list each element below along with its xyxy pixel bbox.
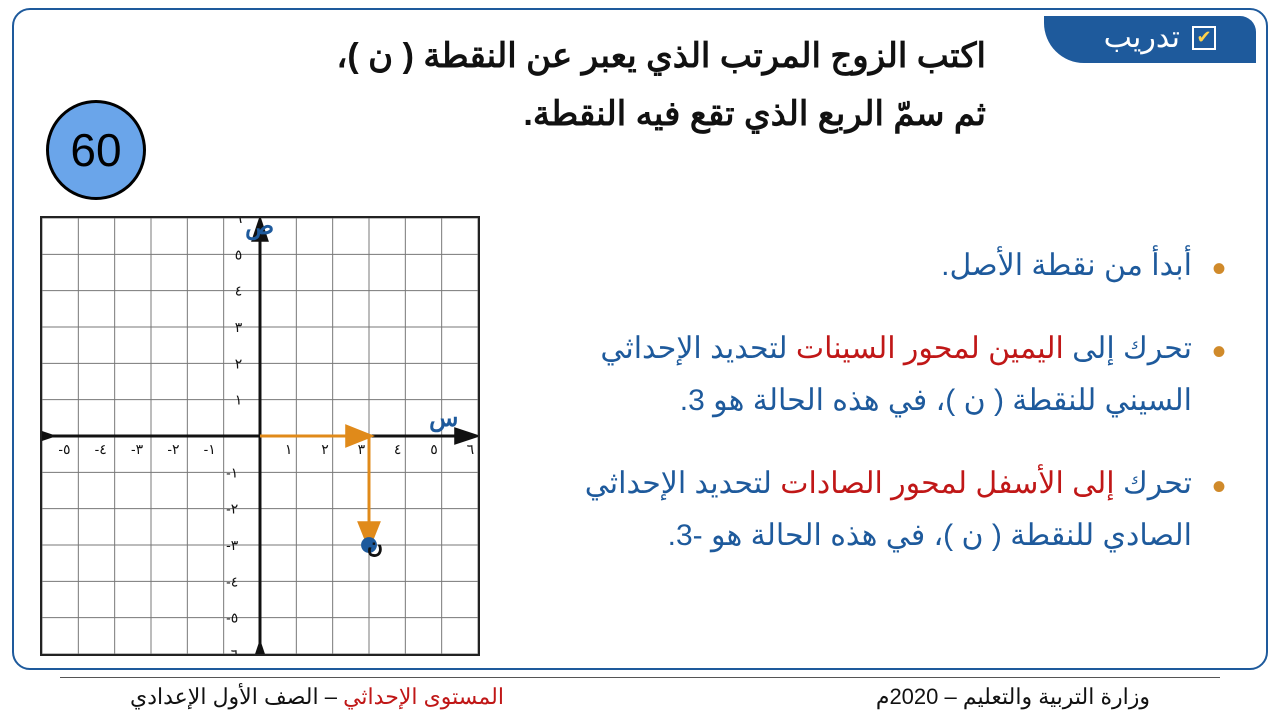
graph-svg: صس١١-١١-٢٢-٢٢-٣٣-٣٣-٤٤-٤٤-٥٥-٥٥-٦٦-٦٦-ن — [42, 218, 478, 654]
svg-text:٦-: ٦- — [226, 646, 238, 654]
tab-header: ✔ تدريب — [1044, 16, 1256, 63]
footer-level-dash: – — [319, 684, 343, 709]
question-line1: اكتب الزوج المرتب الذي يعبر عن النقطة ( … — [174, 28, 986, 86]
bullet-text: إلى الأسفل لمحور الصادات — [780, 467, 1114, 500]
footer-level: المستوى الإحداثي – الصف الأول الإعدادي — [130, 684, 504, 710]
svg-text:٥: ٥ — [430, 441, 437, 457]
tab-label: تدريب — [1104, 20, 1180, 55]
bullet-text: تحرك إلى — [1064, 332, 1192, 365]
question-line2: ثم سمّ الربع الذي تقع فيه النقطة. — [174, 86, 986, 144]
bullet-text: اليمين لمحور السينات — [796, 332, 1064, 365]
timer-value: 60 — [70, 123, 121, 177]
bullet-item: تحرك إلى الأسفل لمحور الصادات لتحديد الإ… — [506, 458, 1226, 563]
svg-text:٣-: ٣- — [226, 537, 239, 553]
footer-bar: وزارة التربية والتعليم – 2020م المستوى ا… — [60, 677, 1220, 710]
svg-text:٥: ٥ — [235, 246, 242, 262]
svg-text:٤: ٤ — [394, 441, 401, 457]
svg-text:٤-: ٤- — [226, 573, 238, 589]
footer-level-red: المستوى الإحداثي — [343, 684, 504, 709]
timer-badge: 60 — [46, 100, 146, 200]
svg-text:٦: ٦ — [467, 441, 474, 457]
svg-text:ن: ن — [367, 533, 383, 558]
footer-level-black: الصف الأول الإعدادي — [130, 684, 319, 709]
bullet-item: أبدأ من نقطة الأصل. — [506, 240, 1226, 293]
svg-text:٤: ٤ — [235, 283, 242, 299]
svg-text:٢: ٢ — [321, 441, 328, 457]
svg-text:٣-: ٣- — [131, 441, 144, 457]
question-text: اكتب الزوج المرتب الذي يعبر عن النقطة ( … — [174, 28, 986, 144]
svg-text:٢: ٢ — [235, 355, 242, 371]
slide-frame: ✔ تدريب اكتب الزوج المرتب الذي يعبر عن ا… — [12, 8, 1268, 670]
footer-ministry: وزارة التربية والتعليم – 2020م — [876, 684, 1150, 710]
svg-text:٦: ٦ — [235, 218, 242, 226]
svg-text:٢-: ٢- — [167, 441, 179, 457]
bullet-text: أبدأ من نقطة الأصل. — [941, 249, 1192, 282]
svg-text:٣: ٣ — [235, 319, 243, 335]
svg-text:س: س — [429, 405, 458, 433]
svg-text:١: ١ — [235, 392, 242, 408]
svg-text:٥-: ٥- — [226, 610, 238, 626]
svg-text:١-: ١- — [226, 464, 238, 480]
svg-text:٣: ٣ — [358, 441, 366, 457]
bullet-list: أبدأ من نقطة الأصل. تحرك إلى اليمين لمحور… — [506, 240, 1226, 593]
svg-text:١-: ١- — [204, 441, 216, 457]
check-icon: ✔ — [1192, 26, 1216, 50]
svg-text:٤-: ٤- — [95, 441, 107, 457]
bullet-text: تحرك — [1115, 467, 1192, 500]
svg-text:١: ١ — [285, 441, 292, 457]
svg-text:٥-: ٥- — [58, 441, 70, 457]
svg-text:٢-: ٢- — [226, 501, 238, 517]
bullet-item: تحرك إلى اليمين لمحور السينات لتحديد الإ… — [506, 323, 1226, 428]
coordinate-graph: صس١١-١١-٢٢-٢٢-٣٣-٣٣-٤٤-٤٤-٥٥-٥٥-٦٦-٦٦-ن — [40, 216, 480, 656]
svg-text:ص: ص — [245, 218, 274, 241]
